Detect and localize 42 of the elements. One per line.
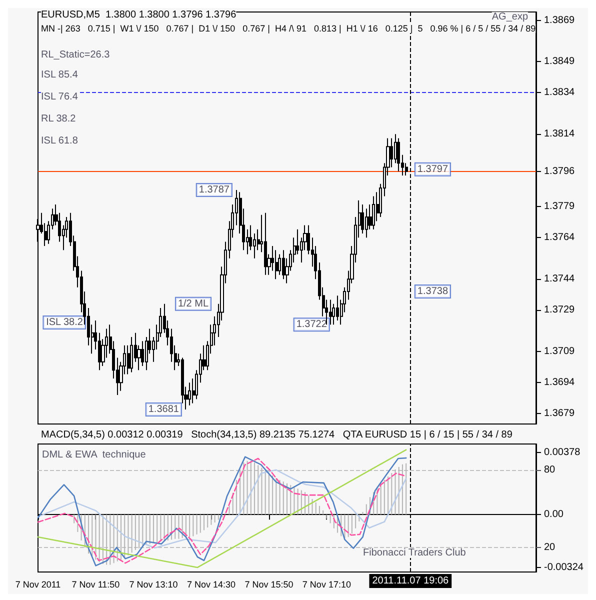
annotation: 1.3797 [417,164,448,175]
y-tick-label: 1.3694 [544,377,576,388]
annotation: RL_Static=26.3 [41,50,110,60]
annotation: 1.3722 [296,319,328,330]
y-tick-label: 1.3729 [544,304,576,316]
x-tick-label: 7 Nov 15:50 [244,580,294,590]
y2-tick-label: 20 [544,542,556,553]
text: MN -| 263 0.715 | W1 \/ 150 0.767 | D1 \/ 150 0.767 | H4 /\ 91 0.813 | H1 \/ 16 0.125 | 5 0.96 % | 6 / 5 / 55 / 34 / 89 [41,24,536,34]
x-tick-label: 7 Nov 14:30 [186,580,236,590]
annotation: 1/2 ML [178,298,209,310]
ref-line-label: 2011.11.07 19:06 [372,576,450,586]
annotation: Fibonacci Traders Club [362,548,466,558]
y-tick-label: 1.3869 [544,14,576,26]
y-tick-label: 1.3709 [544,346,576,358]
y-tick-label: 1.3764 [544,232,576,244]
annotation: DML & EWA technique [42,450,146,460]
y-tick-label: 1.3796 [544,166,576,177]
y-tick-label: 1.3814 [544,128,576,140]
chart-title: EURUSD,M5 1.3800 1.3800 1.3796 1.3796 [41,10,237,20]
annotation: 1.3681 [148,404,180,416]
x-tick-label: 7 Nov 13:10 [129,580,178,590]
annotation: ISL 85.4 [41,70,78,80]
annotation: ISL 61.8 [41,136,78,146]
x-tick-label: 7 Nov 2011 [15,580,61,590]
y2-tick-label: 80 [544,464,556,476]
y-tick-label: 1.3679 [544,408,576,420]
y-tick-label: 1.3744 [544,274,576,285]
y-tick-label: 1.3779 [544,201,576,212]
y-tick-label: 1.3834 [544,87,576,98]
x-tick-label: 7 Nov 11:50 [72,580,120,590]
x-tick-label: 7 Nov 17:10 [302,580,351,590]
annotation: AG_exp [492,12,528,22]
chart-title: MACD(5,34,5) 0.00312 0.00319 Stoch(34,13,5) 89.2135 75.1274 QTA EURUSD 15 | 6 / 15 | 55 / 34 / 89 [41,430,513,440]
annotation: ISL 38.2 [46,317,84,328]
annotation: ISL 76.4 [41,92,78,102]
y-tick-label: 0.00 [544,509,564,520]
annotation: RL 38.2 [41,114,76,124]
y-tick-label: 0.00378 [544,447,581,458]
y-tick-label: 1.3849 [544,56,576,68]
annotation: 1.3787 [198,184,230,196]
annotation: 1.3738 [417,286,448,297]
y-tick-label: -0.00324 [544,562,584,574]
